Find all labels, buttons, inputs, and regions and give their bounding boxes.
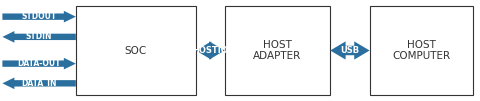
Text: HOSTIO: HOSTIO bbox=[192, 46, 228, 55]
FancyBboxPatch shape bbox=[370, 6, 473, 95]
Polygon shape bbox=[2, 11, 76, 22]
Polygon shape bbox=[2, 58, 76, 69]
Text: STDIN: STDIN bbox=[26, 32, 52, 41]
Text: DATA-OUT: DATA-OUT bbox=[17, 59, 61, 68]
Polygon shape bbox=[2, 31, 76, 43]
Polygon shape bbox=[330, 41, 370, 60]
FancyBboxPatch shape bbox=[76, 6, 196, 95]
Polygon shape bbox=[196, 41, 225, 60]
Text: STDOUT: STDOUT bbox=[22, 12, 57, 21]
Text: HOST
COMPUTER: HOST COMPUTER bbox=[392, 40, 451, 61]
FancyBboxPatch shape bbox=[225, 6, 330, 95]
Text: HOST
ADAPTER: HOST ADAPTER bbox=[253, 40, 301, 61]
Text: USB: USB bbox=[340, 46, 360, 55]
Polygon shape bbox=[2, 78, 76, 89]
Text: SOC: SOC bbox=[125, 45, 147, 56]
Text: DATA_IN: DATA_IN bbox=[22, 79, 57, 88]
